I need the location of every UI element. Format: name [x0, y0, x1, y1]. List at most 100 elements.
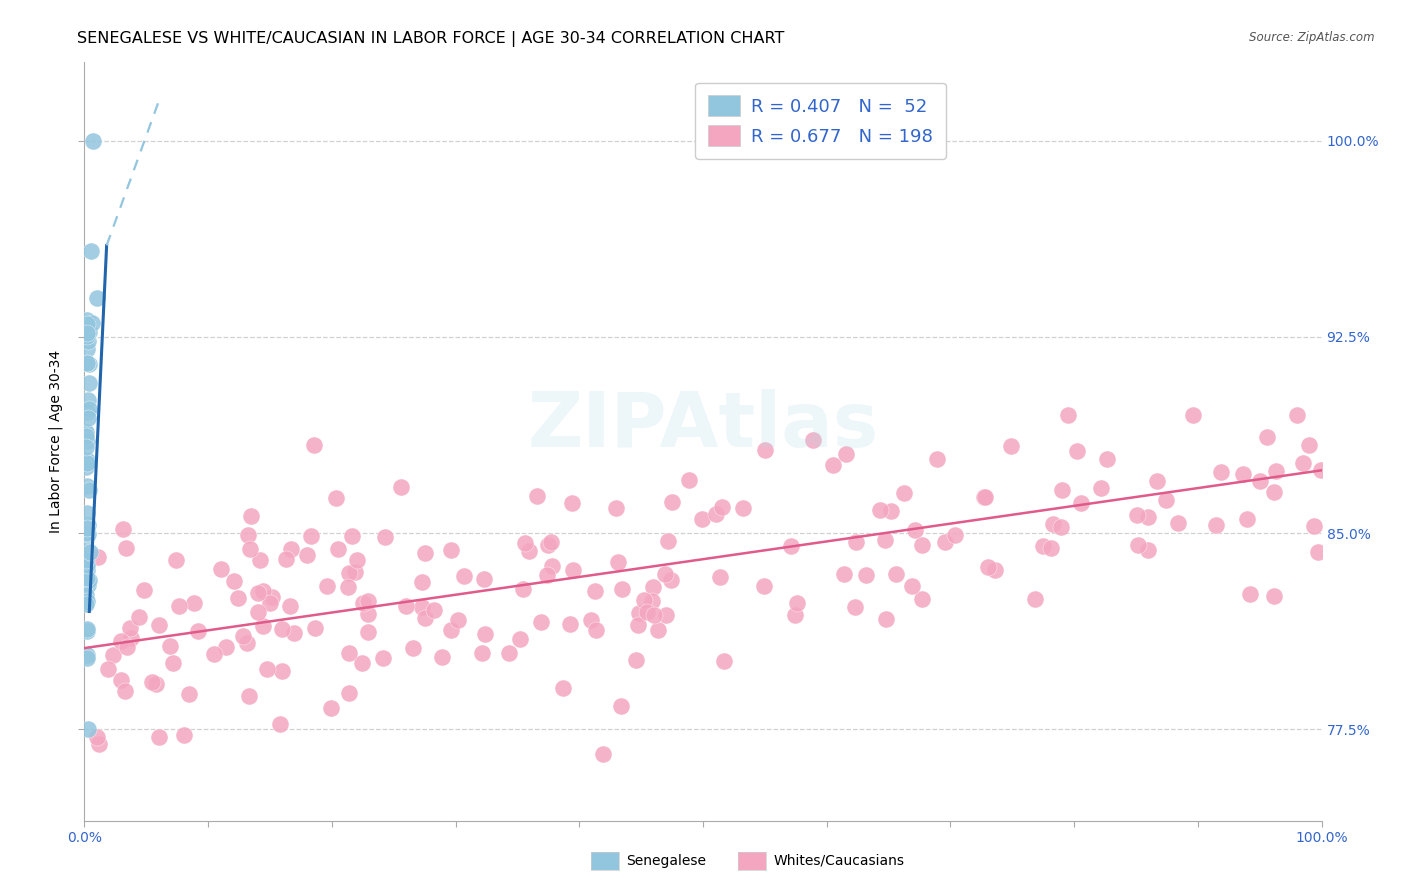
Point — [75, 320, 97, 334]
Point — [983, 563, 1005, 577]
Point — [252, 618, 274, 632]
Point — [79, 545, 101, 559]
Point — [1049, 520, 1071, 534]
Text: SENEGALESE VS WHITE/CAUCASIAN IN LABOR FORCE | AGE 30-34 CORRELATION CHART: SENEGALESE VS WHITE/CAUCASIAN IN LABOR F… — [77, 31, 785, 47]
Point — [526, 489, 548, 503]
Point — [249, 553, 271, 567]
Point — [76, 434, 98, 448]
Point — [75, 526, 97, 541]
Point — [411, 600, 433, 615]
Point — [1000, 439, 1022, 453]
Point — [339, 647, 361, 661]
Point — [973, 490, 995, 504]
Point — [1181, 409, 1204, 423]
Point — [934, 535, 956, 549]
Point — [1024, 592, 1046, 607]
Point — [346, 553, 368, 567]
Point — [252, 584, 274, 599]
Point — [259, 596, 281, 610]
Point — [235, 635, 257, 649]
Point — [389, 480, 412, 494]
Point — [641, 594, 664, 608]
Point — [607, 555, 630, 569]
Point — [76, 651, 98, 665]
Point — [1090, 482, 1112, 496]
Point — [79, 357, 101, 371]
Point — [579, 613, 602, 627]
Point — [276, 552, 298, 566]
Point — [270, 664, 292, 678]
Point — [76, 571, 98, 585]
Point — [1303, 519, 1326, 533]
Point — [315, 579, 337, 593]
Point — [75, 597, 97, 611]
Point — [1095, 451, 1118, 466]
Point — [713, 654, 735, 668]
Point — [1050, 483, 1073, 498]
Point — [357, 594, 380, 608]
Point — [80, 316, 103, 330]
Point — [299, 528, 322, 542]
Point — [430, 649, 453, 664]
Point — [76, 453, 98, 467]
Point — [76, 479, 98, 493]
Point — [1308, 544, 1330, 558]
Point — [453, 569, 475, 583]
Point — [610, 698, 633, 713]
Point — [709, 570, 731, 584]
Point — [77, 376, 100, 391]
Point — [112, 523, 135, 537]
Point — [340, 529, 363, 543]
Point — [260, 590, 283, 604]
Point — [75, 541, 97, 556]
Point — [159, 640, 181, 654]
Point — [82, 134, 104, 148]
Point — [823, 458, 845, 472]
Point — [76, 334, 98, 348]
Point — [77, 527, 100, 541]
Point — [540, 534, 562, 549]
Point — [661, 495, 683, 509]
Point — [165, 553, 187, 567]
Point — [76, 594, 98, 608]
Point — [283, 625, 305, 640]
Point — [627, 606, 650, 620]
Point — [302, 438, 325, 452]
Point — [583, 583, 606, 598]
Point — [76, 393, 98, 408]
Point — [76, 648, 98, 663]
Point — [678, 473, 700, 487]
Point — [1263, 485, 1285, 500]
Point — [783, 608, 806, 623]
Point — [973, 490, 995, 504]
Point — [118, 621, 141, 635]
Point — [89, 737, 111, 751]
Point — [246, 586, 269, 600]
Point — [1137, 509, 1160, 524]
Point — [447, 613, 470, 627]
Point — [731, 500, 754, 515]
Point — [498, 646, 520, 660]
Point — [704, 507, 727, 521]
Text: Whites/Caucasians: Whites/Caucasians — [773, 854, 904, 868]
Point — [886, 567, 908, 582]
Point — [141, 675, 163, 690]
Point — [541, 559, 564, 574]
Point — [337, 686, 360, 700]
Point — [75, 553, 97, 567]
Point — [374, 530, 396, 544]
Point — [226, 591, 249, 606]
Point — [471, 647, 494, 661]
Point — [1256, 429, 1278, 443]
Point — [801, 434, 824, 448]
Point — [1070, 496, 1092, 510]
Point — [1126, 508, 1149, 523]
Point — [1232, 467, 1254, 482]
Point — [844, 600, 866, 615]
Point — [344, 566, 367, 580]
Point — [904, 523, 927, 537]
Point — [900, 579, 922, 593]
Point — [659, 574, 682, 588]
Point — [633, 593, 655, 607]
Point — [875, 533, 897, 548]
